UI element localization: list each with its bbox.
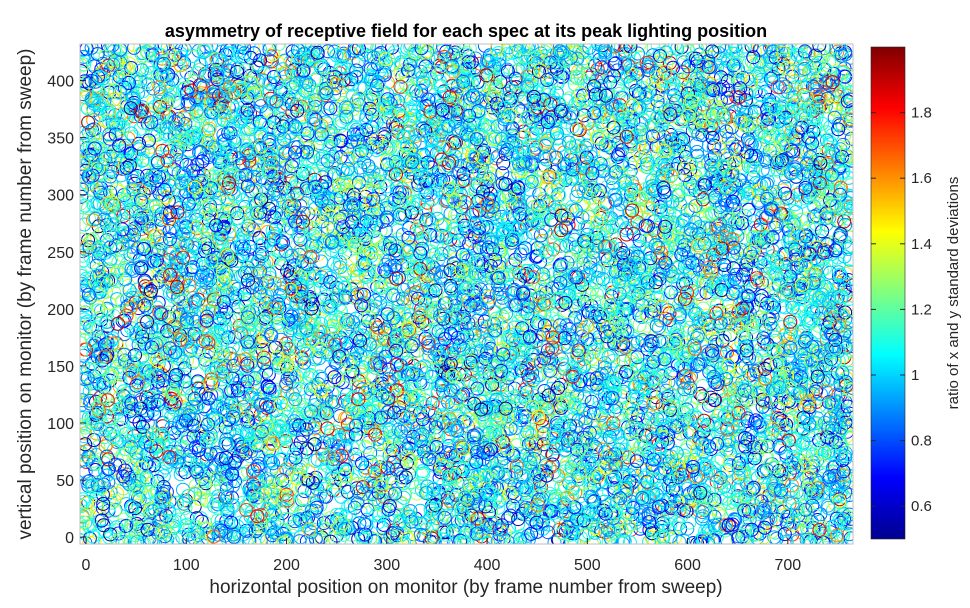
scatter-point: [120, 44, 135, 54]
scatter-point: [624, 98, 639, 113]
scatter-point: [152, 137, 167, 152]
scatter-point: [225, 498, 240, 513]
scatter-point: [547, 535, 562, 544]
scatter-point: [842, 309, 853, 324]
scatter-point: [510, 438, 524, 453]
scatter-point: [91, 44, 106, 54]
scatter-point: [165, 426, 180, 441]
plot-area: [79, 43, 854, 545]
scatter-point: [80, 200, 91, 215]
chart-title: asymmetry of receptive field for each sp…: [165, 21, 767, 41]
scatter-point: [661, 375, 676, 390]
scatter-points: [80, 44, 853, 544]
scatter-point: [731, 83, 746, 98]
